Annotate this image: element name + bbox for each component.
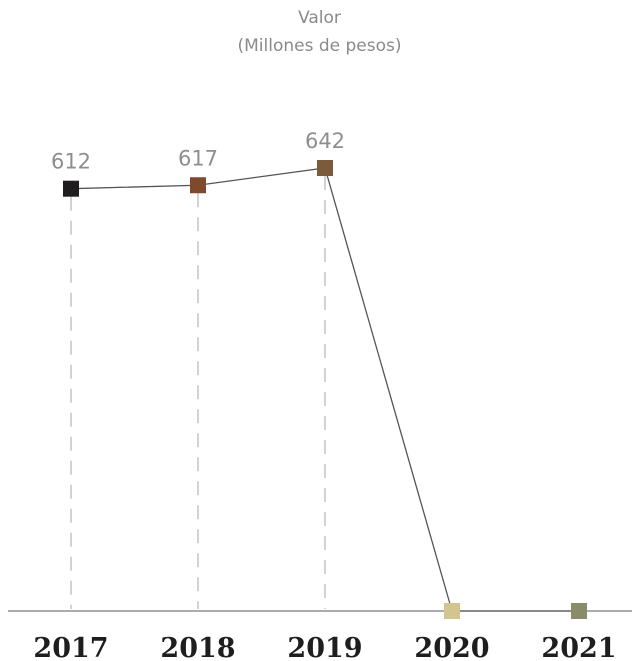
value-label-2018: 617 xyxy=(178,146,218,170)
x-tick-labels: 2017 2018 2019 2020 2021 xyxy=(33,633,616,661)
dashed-guides xyxy=(70,176,326,609)
chart-subtitle: (Millones de pesos) xyxy=(237,36,402,56)
value-label-2017: 612 xyxy=(51,150,91,174)
data-point-2019 xyxy=(317,160,333,176)
data-point-2020 xyxy=(444,603,460,619)
data-markers xyxy=(63,160,587,619)
value-label-2019: 642 xyxy=(305,129,345,153)
x-tick-label-2021: 2021 xyxy=(541,633,616,661)
x-tick-label-2020: 2020 xyxy=(414,633,489,661)
x-tick-label-2019: 2019 xyxy=(287,633,362,661)
value-labels: 612 617 642 xyxy=(51,129,345,174)
data-point-2021 xyxy=(571,603,587,619)
x-tick-label-2017: 2017 xyxy=(33,633,108,661)
data-point-2018 xyxy=(190,177,206,194)
chart-title: Valor xyxy=(298,8,341,28)
data-point-2017 xyxy=(63,180,79,197)
x-tick-label-2018: 2018 xyxy=(160,633,235,661)
chart-title-block: Valor (Millones de pesos) xyxy=(0,4,639,60)
